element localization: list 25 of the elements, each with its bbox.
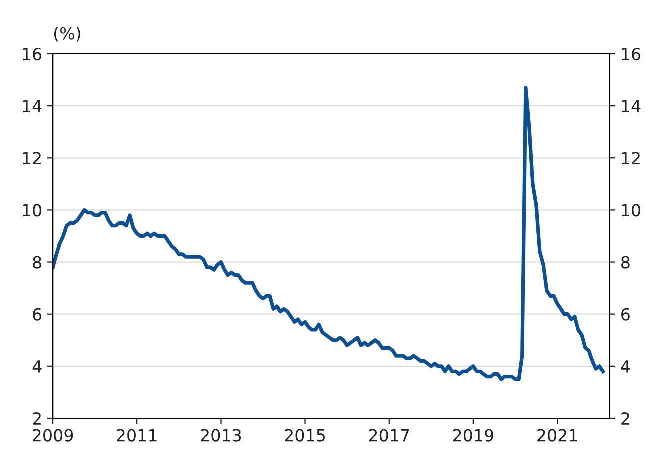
y2-tick-label: 2 [622, 412, 630, 425]
x-tick-label: 2011 [117, 429, 157, 442]
y2-tick-label: 12 [622, 152, 640, 164]
x-tick-label: 2021 [538, 429, 578, 442]
x-tick-label: 2013 [201, 429, 242, 442]
y-axis-title: (%) [54, 26, 80, 42]
y2-tick-label: 14 [622, 100, 641, 112]
x-tick-label: 2017 [369, 429, 410, 442]
y2-tick-label: 8 [622, 256, 630, 269]
y-tick-label: 16 [23, 48, 42, 61]
line-series [53, 86, 605, 382]
y-tick-label: 14 [23, 100, 42, 112]
y2-tick-label: 4 [621, 360, 630, 373]
y-tick-label: 2 [33, 412, 41, 425]
y-tick-label: 8 [33, 256, 42, 269]
y-tick-label: 4 [32, 360, 42, 373]
y2-tick-label: 16 [622, 48, 641, 61]
y2-tick-label: 6 [622, 308, 630, 321]
y-tick-label: 6 [33, 308, 42, 321]
x-tick-label: 2009 [33, 429, 74, 442]
y2-tick-label: 10 [622, 204, 640, 217]
x-tick-label: 2019 [453, 429, 494, 442]
y-tick-label: 10 [23, 204, 42, 217]
y-tick-label: 12 [23, 152, 41, 164]
x-tick-label: 2015 [285, 429, 326, 442]
